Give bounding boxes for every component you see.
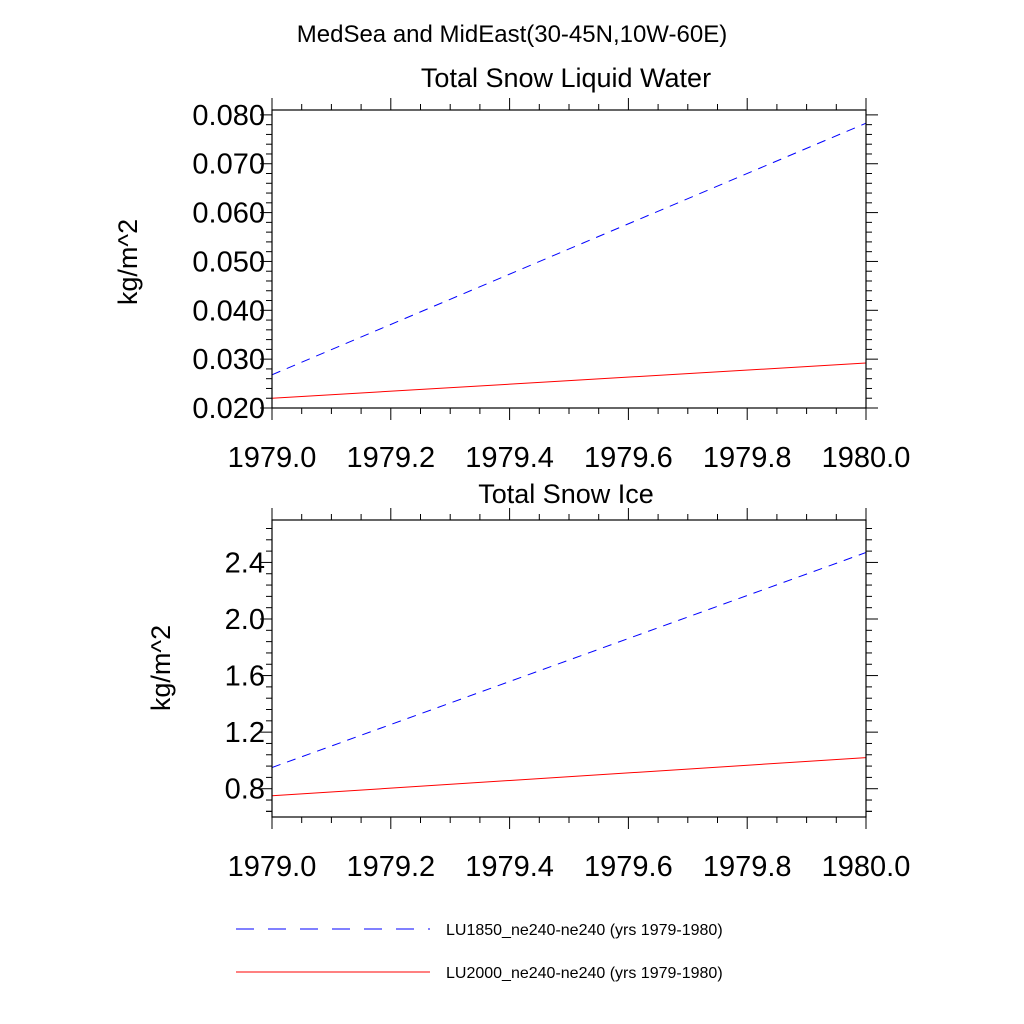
x-tick-label: 1979.4 — [465, 851, 554, 883]
chart-panels: Total Snow Liquid Water kg/m^2 1979.0 1979.… — [113, 63, 910, 883]
y-tick-label: 0.080 — [192, 100, 265, 132]
y-tick-label: 2.0 — [225, 604, 265, 636]
x-tick-label: 1979.6 — [584, 442, 673, 474]
x-tick-label: 1979.6 — [584, 851, 673, 883]
legend-label: LU1850_ne240-ne240 (yrs 1979-1980) — [446, 922, 723, 939]
plot-frame — [271, 109, 867, 409]
chart-panel-2: Total Snow Ice kg/m^2 1979.0 1979.2 1979.4 19… — [146, 479, 910, 883]
x-tick-label: 1979.2 — [346, 851, 435, 883]
y-tick-label: 0.020 — [192, 393, 265, 425]
series-line-lu1850 — [272, 552, 866, 768]
y-tick-label: 0.050 — [192, 246, 265, 278]
axis-ticks — [260, 98, 878, 420]
series-line-lu2000 — [272, 757, 866, 797]
x-tick-label: 1980.0 — [822, 851, 911, 883]
figure-title: MedSea and MidEast(30-45N,10W-60E) — [297, 21, 727, 48]
chart-title: Total Snow Ice — [478, 479, 654, 509]
y-tick-label: 1.6 — [225, 661, 265, 693]
legend-label: LU2000_ne240-ne240 (yrs 1979-1980) — [446, 965, 723, 982]
x-tick-label: 1979.0 — [228, 851, 317, 883]
chart-title: Total Snow Liquid Water — [421, 63, 711, 93]
plot-frame — [271, 519, 867, 818]
y-axis-label: kg/m^2 — [113, 219, 143, 305]
x-tick-label: 1979.4 — [465, 442, 554, 474]
y-tick-label: 0.070 — [192, 149, 265, 181]
y-tick-label: 0.040 — [192, 295, 265, 327]
x-tick-label: 1979.2 — [346, 442, 435, 474]
x-tick-label: 1979.8 — [703, 851, 792, 883]
y-axis-label: kg/m^2 — [146, 625, 176, 711]
x-tick-label: 1980.0 — [822, 442, 911, 474]
x-tick-label: 1979.8 — [703, 442, 792, 474]
chart-panel-1: Total Snow Liquid Water kg/m^2 1979.0 1979.… — [113, 63, 910, 474]
legend: LU1850_ne240-ne240 (yrs 1979-1980) LU2000… — [236, 922, 723, 982]
y-tick-label: 0.060 — [192, 198, 265, 230]
y-tick-label: 2.4 — [225, 547, 265, 579]
axis-ticks — [260, 508, 878, 829]
x-tick-label: 1979.0 — [228, 442, 317, 474]
series-line-lu2000 — [272, 362, 866, 399]
y-tick-label: 1.2 — [225, 717, 265, 749]
series-line-lu1850 — [272, 122, 866, 376]
y-tick-label: 0.8 — [225, 774, 265, 806]
y-tick-label: 0.030 — [192, 344, 265, 376]
